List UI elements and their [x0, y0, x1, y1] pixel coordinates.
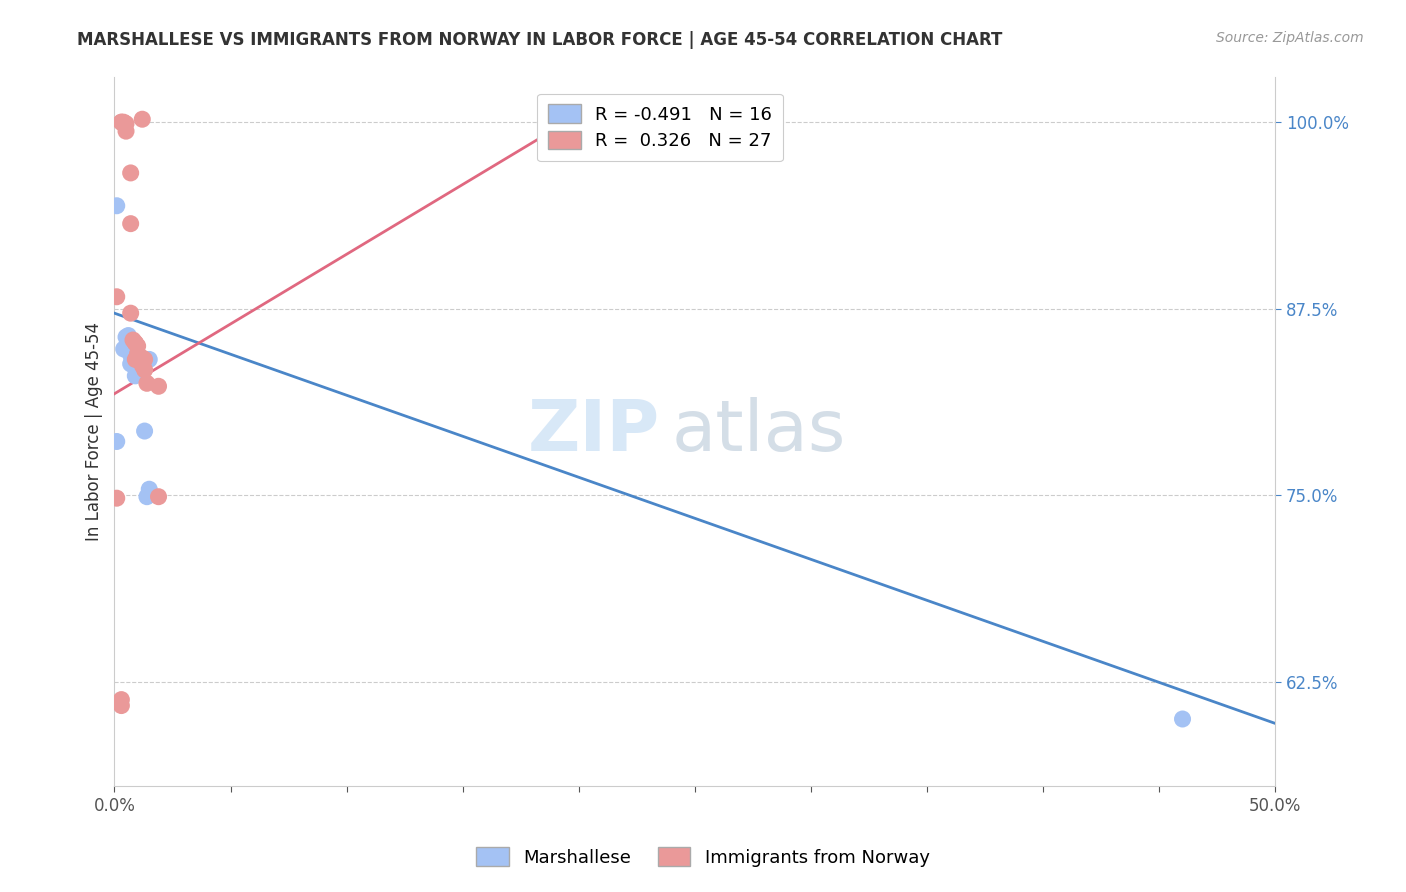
Point [105, 491, 128, 506]
Text: atlas: atlas [672, 397, 846, 467]
Point [131, 351, 153, 365]
Point [110, 692, 132, 706]
Point [127, 346, 149, 360]
Point [138, 352, 160, 367]
Point [135, 376, 157, 391]
Point [120, 357, 142, 371]
Point [112, 342, 135, 356]
Legend: R = -0.491   N = 16, R =  0.326   N = 27: R = -0.491 N = 16, R = 0.326 N = 27 [537, 94, 783, 161]
Point [120, 217, 142, 231]
Point [127, 339, 149, 353]
Point [134, 363, 156, 377]
Point [124, 336, 146, 351]
Y-axis label: In Labor Force | Age 45-54: In Labor Force | Age 45-54 [86, 322, 103, 541]
Point [135, 490, 157, 504]
Point [115, 330, 138, 344]
Point [110, 115, 132, 129]
Legend: Marshallese, Immigrants from Norway: Marshallese, Immigrants from Norway [468, 840, 938, 874]
Point [148, 379, 170, 393]
Point [131, 359, 153, 373]
Point [105, 290, 128, 304]
Point [117, 342, 139, 356]
Point [112, 117, 135, 131]
Point [120, 348, 142, 362]
Point [124, 336, 146, 351]
Point [134, 352, 156, 367]
Point [117, 328, 139, 343]
Text: ZIP: ZIP [527, 397, 659, 467]
Text: MARSHALLESE VS IMMIGRANTS FROM NORWAY IN LABOR FORCE | AGE 45-54 CORRELATION CHA: MARSHALLESE VS IMMIGRANTS FROM NORWAY IN… [77, 31, 1002, 49]
Point [105, 199, 128, 213]
Point [122, 333, 145, 347]
Point [110, 115, 132, 129]
Point [131, 112, 153, 127]
Point [112, 115, 135, 129]
Point [124, 361, 146, 376]
Point [124, 352, 146, 367]
Point [1171, 712, 1194, 726]
Point [105, 434, 128, 449]
Point [134, 424, 156, 438]
Point [115, 117, 138, 131]
Point [127, 346, 149, 360]
Point [120, 166, 142, 180]
Point [120, 306, 142, 320]
Point [110, 698, 132, 713]
Text: Source: ZipAtlas.com: Source: ZipAtlas.com [1216, 31, 1364, 45]
Point [124, 368, 146, 383]
Point [148, 490, 170, 504]
Point [138, 482, 160, 496]
Point [115, 124, 138, 138]
